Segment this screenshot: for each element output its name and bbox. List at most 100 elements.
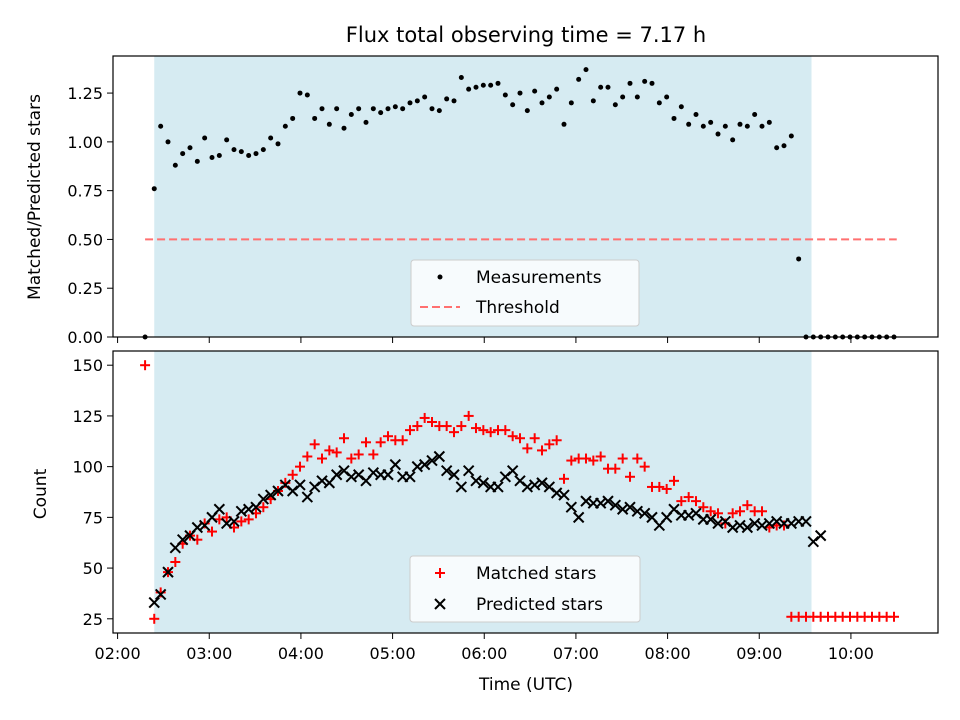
predicted-star-point-b (411, 460, 424, 473)
matched-star-point (544, 439, 555, 450)
predicted-star-point (558, 489, 570, 501)
matched-star-point (522, 443, 533, 454)
predicted-stars-points (148, 450, 827, 609)
legend-x (434, 598, 446, 610)
matched-star-point (309, 439, 320, 450)
matched-star-point (610, 463, 621, 474)
matched-star-point (419, 412, 430, 423)
predicted-star-point-b (763, 517, 776, 530)
measurement-point (260, 147, 266, 153)
y-tick-label: 0.50 (67, 230, 103, 249)
predicted-star-point (602, 495, 614, 507)
matched-star-point (236, 516, 247, 527)
matched-star-point (676, 496, 687, 507)
matched-star-point (207, 526, 217, 537)
predicted-star-point-b (719, 515, 732, 528)
matched-star-point (595, 451, 606, 462)
predicted-star-point-b (536, 477, 548, 489)
measurement-point (422, 94, 428, 100)
measurement-point (605, 84, 611, 90)
measurement-point (715, 131, 721, 137)
measurement-point (180, 151, 186, 157)
matched-star-point (632, 453, 643, 464)
y-tick-label: 0.25 (67, 279, 103, 298)
measurement-point (451, 98, 457, 104)
matched-star-point (581, 453, 591, 464)
predicted-star-point-b (690, 507, 702, 520)
matched-star-point (427, 417, 437, 428)
matched-star-point (361, 437, 371, 448)
measurement-point (282, 123, 288, 129)
measurement-point (363, 119, 369, 125)
matched-star-point (500, 425, 511, 436)
top-y-axis-label: Matched/Predicted stars (25, 94, 45, 300)
top-y-axis-ticks: 0.00 0.25 0.50 0.75 1.00 1.25 (67, 84, 113, 347)
predicted-star-point-b (418, 458, 431, 471)
predicted-star-point-b (294, 479, 306, 491)
matched-star-point (346, 453, 357, 464)
measurement-point (334, 106, 340, 112)
measurement-point (341, 125, 347, 131)
measurement-point (495, 80, 501, 86)
legend-label-threshold: Threshold (475, 298, 560, 318)
matched-star-point (317, 453, 327, 464)
predicted-star-point-b (572, 511, 585, 524)
measurement-point (598, 84, 604, 90)
x-tick-label: 05:00 (370, 644, 416, 663)
predicted-star-point (536, 477, 548, 489)
predicted-star-point-b (558, 489, 570, 501)
predicted-star-point (440, 464, 453, 477)
measurement-point (297, 90, 303, 96)
measurement-point (392, 104, 398, 110)
matched-star-point (339, 433, 349, 444)
bottom-legend: Matched stars Predicted stars (409, 555, 641, 623)
predicted-star-point-b (638, 507, 651, 520)
matched-star-point (654, 481, 665, 492)
x-tick-label: 06:00 (461, 644, 507, 663)
predicted-star-point (624, 501, 636, 513)
x-tick-label: 03:00 (186, 644, 232, 663)
predicted-star-point-b (176, 533, 189, 546)
measurement-point (620, 94, 626, 100)
measurement-point (290, 115, 296, 121)
predicted-star-point (264, 489, 277, 501)
x-tick-label: 02:00 (95, 644, 141, 663)
measurement-point (576, 76, 582, 82)
matched-star-point (243, 514, 254, 525)
predicted-star-point (800, 515, 812, 528)
predicted-star-point (301, 491, 314, 503)
measurement-point (466, 86, 472, 92)
matched-star-point (478, 425, 489, 436)
legend-plus (435, 568, 445, 578)
x-tick-label: 08:00 (645, 644, 691, 663)
measurement-point (370, 106, 376, 112)
predicted-star-point-b (704, 513, 717, 526)
x-tick-label: 10:00 (828, 644, 874, 663)
y-tick-label: 75 (83, 508, 103, 527)
measurement-point (209, 154, 215, 160)
y-tick-label: 1.00 (67, 133, 103, 152)
predicted-star-point-b (477, 477, 490, 489)
matched-star-point (397, 435, 408, 446)
measurement-point (730, 137, 736, 143)
measurement-point (400, 106, 406, 112)
y-tick-label: 0.75 (67, 182, 103, 201)
predicted-star-point-b (154, 588, 167, 601)
predicted-star-point-b (162, 566, 174, 578)
measurement-point (532, 88, 538, 94)
measurement-point (238, 149, 244, 155)
matched-star-point (485, 427, 496, 438)
matched-star-point (537, 445, 547, 456)
predicted-star-point (565, 501, 578, 513)
bottom-panel: 25 50 75 100 125 150 02:00 03:00 04:00 05:00 06:0… (31, 350, 939, 695)
matched-star-point (639, 461, 650, 472)
predicted-star-point (228, 515, 240, 528)
measurement-point (546, 94, 552, 100)
predicted-star-point (426, 454, 438, 467)
measurement-point (480, 82, 486, 88)
predicted-star-point-b (565, 501, 578, 513)
measurement-point (326, 121, 332, 127)
y-tick-label: 150 (72, 356, 103, 375)
measurement-point (568, 100, 574, 106)
measurement-point (686, 121, 692, 127)
